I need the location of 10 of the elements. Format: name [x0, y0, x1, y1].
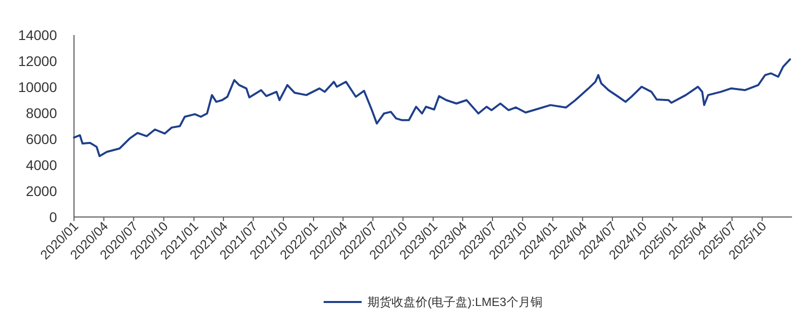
y-tick-label: 6000 — [26, 131, 58, 147]
y-tick-label: 2000 — [26, 183, 58, 199]
legend: 期货收盘价(电子盘):LME3个月铜 — [324, 295, 542, 309]
y-tick-label: 0 — [49, 209, 58, 225]
legend-label: 期货收盘价(电子盘):LME3个月铜 — [368, 295, 542, 309]
y-tick-label: 14000 — [18, 27, 58, 43]
y-tick-label: 10000 — [18, 79, 58, 95]
y-tick-label: 8000 — [26, 105, 58, 121]
y-tick-label: 4000 — [26, 157, 58, 173]
y-tick-label: 12000 — [18, 53, 58, 69]
